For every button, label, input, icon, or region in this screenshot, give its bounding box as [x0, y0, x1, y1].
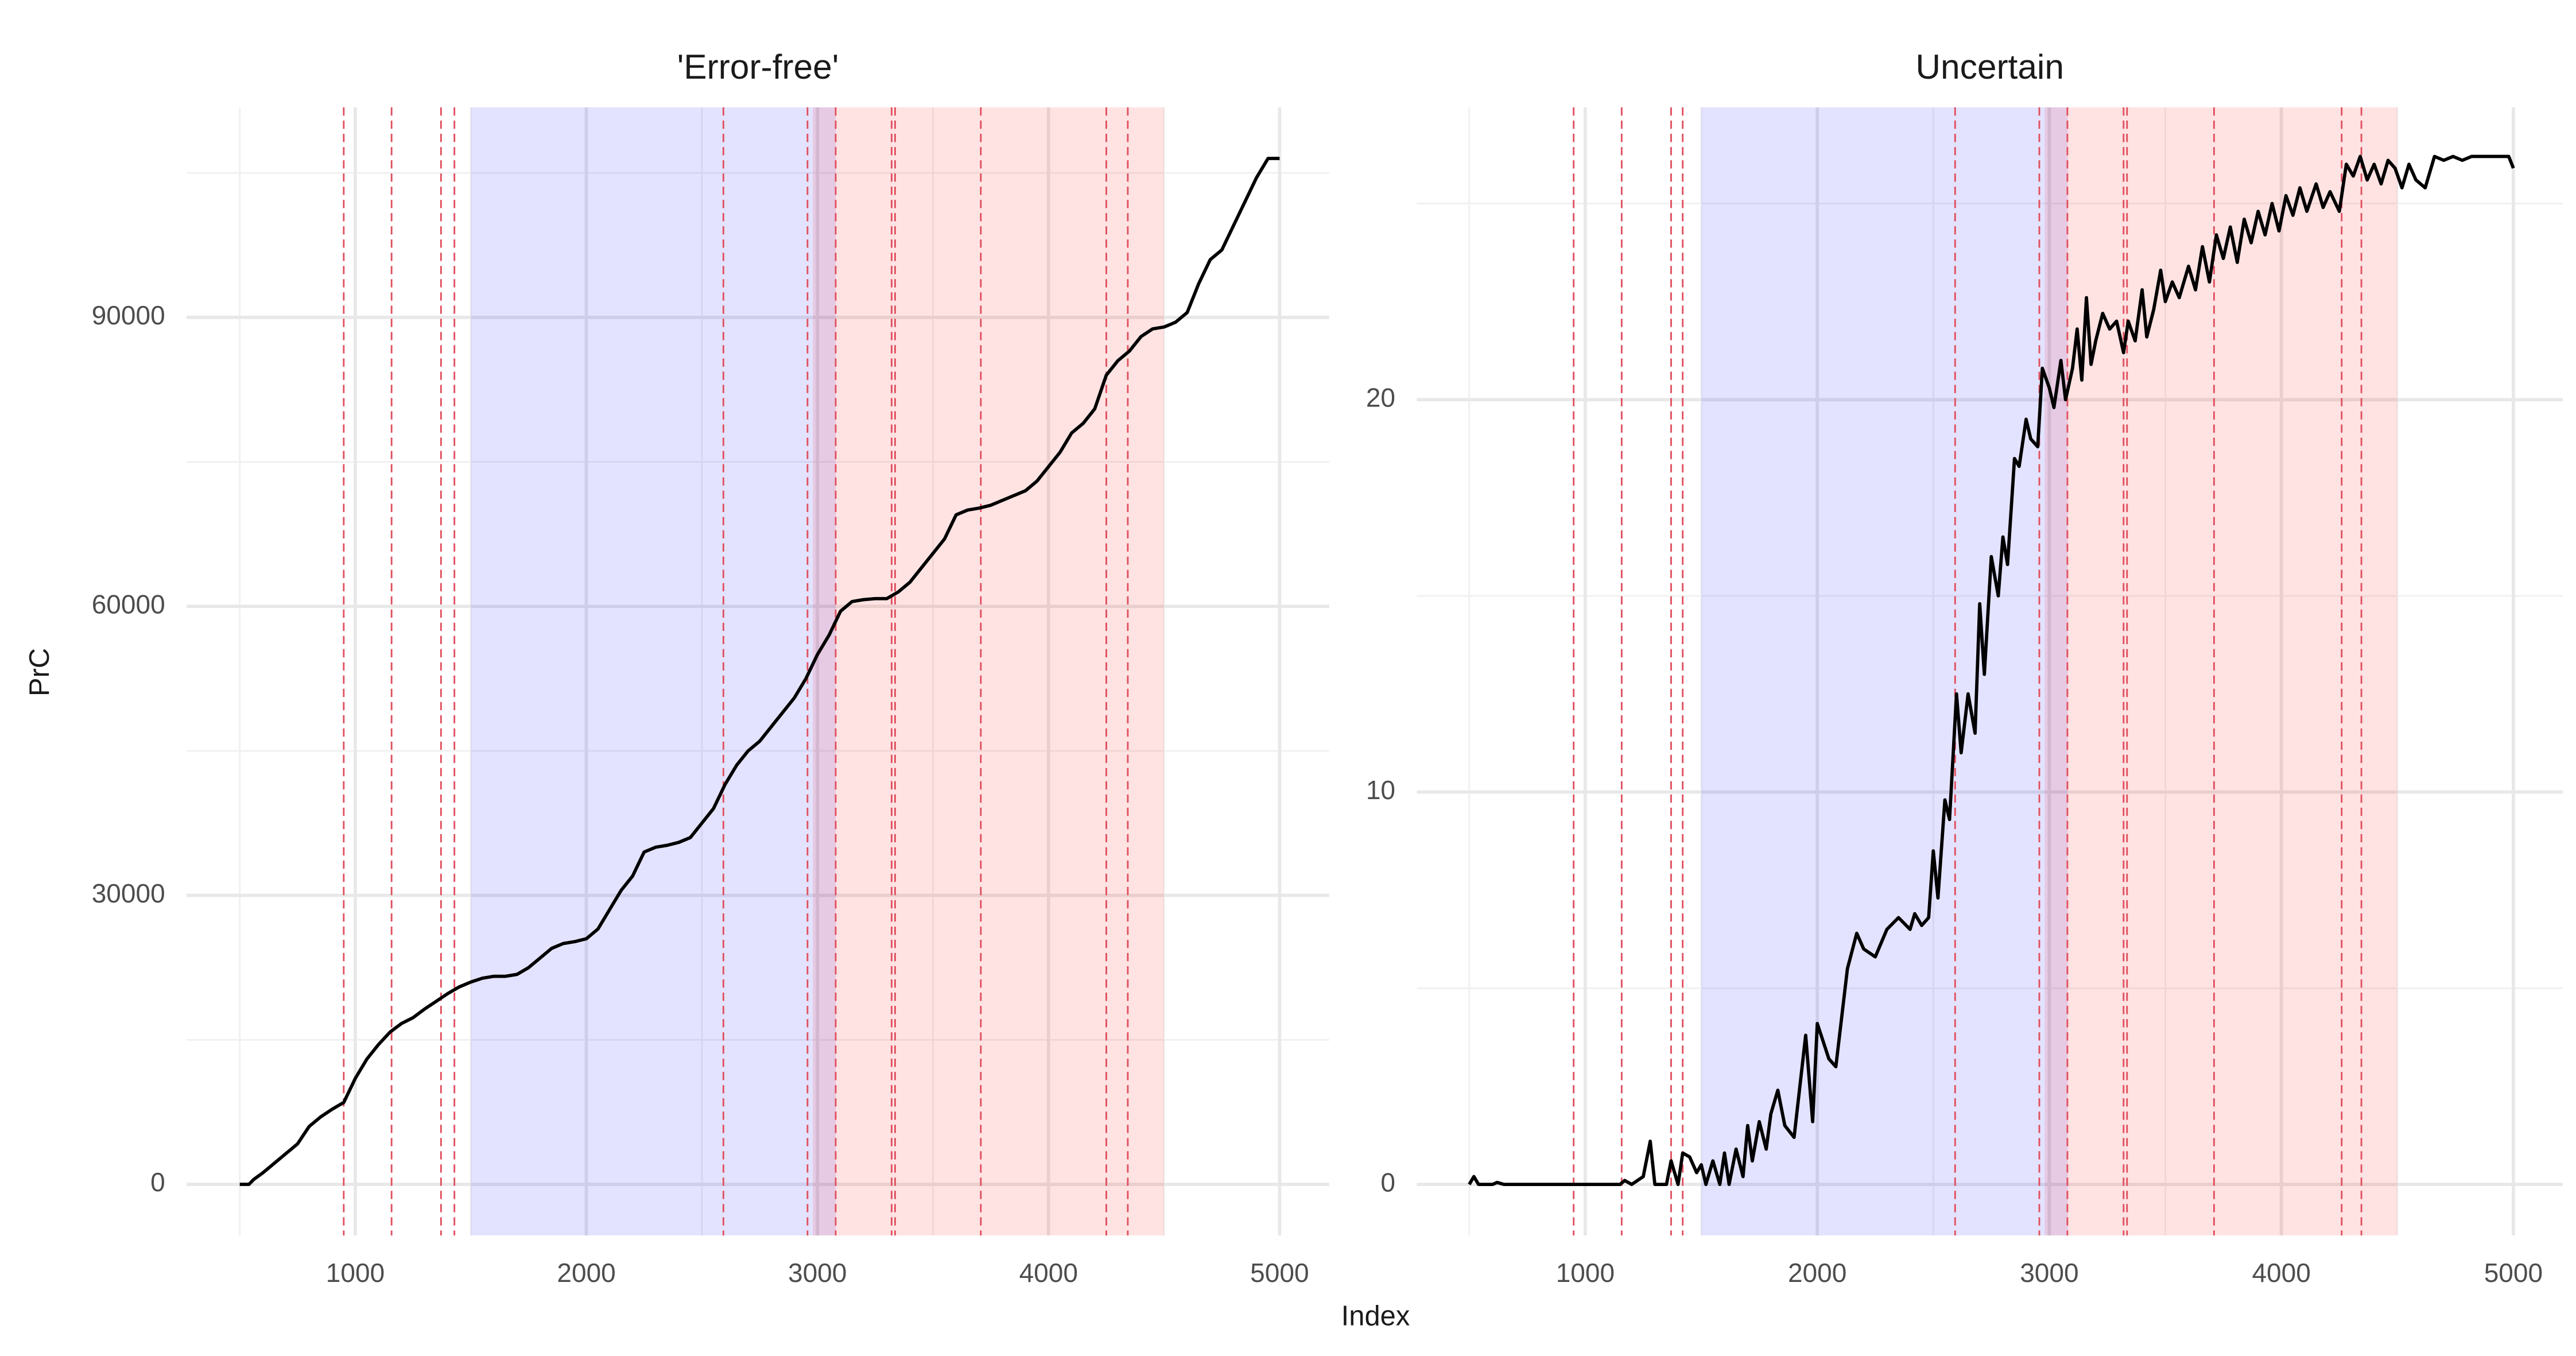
x-tick-label: 4000: [1019, 1258, 1078, 1288]
data-line: [239, 157, 1280, 1186]
x-tick-label: 1000: [326, 1258, 385, 1288]
panel: Uncertain 1000 2000 3000 4000 5000 0 10 20: [1366, 47, 2563, 1288]
y-tick-label: 90000: [92, 300, 165, 330]
y-tick-label: 20: [1366, 382, 1395, 412]
panel: 'Error-free' 1000 2000 3000 4000 5000 0 30000 60…: [92, 47, 1329, 1288]
x-tick-label: 3000: [788, 1258, 847, 1288]
data-line: [1468, 154, 2515, 1186]
y-tick-label: 0: [1380, 1167, 1395, 1197]
x-tick-label: 5000: [1250, 1258, 1309, 1288]
x-tick-label: 4000: [2252, 1258, 2310, 1288]
shaded-region: [471, 107, 836, 1235]
shaded-region: [1701, 107, 2068, 1235]
x-tick-label: 3000: [2020, 1258, 2078, 1288]
shaded-region: [813, 107, 1165, 1235]
y-tick-label: 60000: [92, 589, 165, 619]
y-tick-label: 10: [1366, 775, 1395, 805]
panel-title: Uncertain: [1915, 47, 2064, 86]
x-axis-title: Index: [1341, 1301, 1410, 1332]
x-tick-label: 2000: [557, 1258, 615, 1288]
x-tick-label: 2000: [1788, 1258, 1846, 1288]
panel-title: 'Error-free': [677, 47, 839, 86]
y-axis-title: PrC: [24, 648, 55, 696]
shaded-region: [2044, 107, 2397, 1235]
x-tick-label: 5000: [2484, 1258, 2543, 1288]
x-tick-label: 1000: [1556, 1258, 1615, 1288]
y-tick-label: 0: [150, 1167, 165, 1197]
y-tick-label: 30000: [92, 878, 165, 908]
